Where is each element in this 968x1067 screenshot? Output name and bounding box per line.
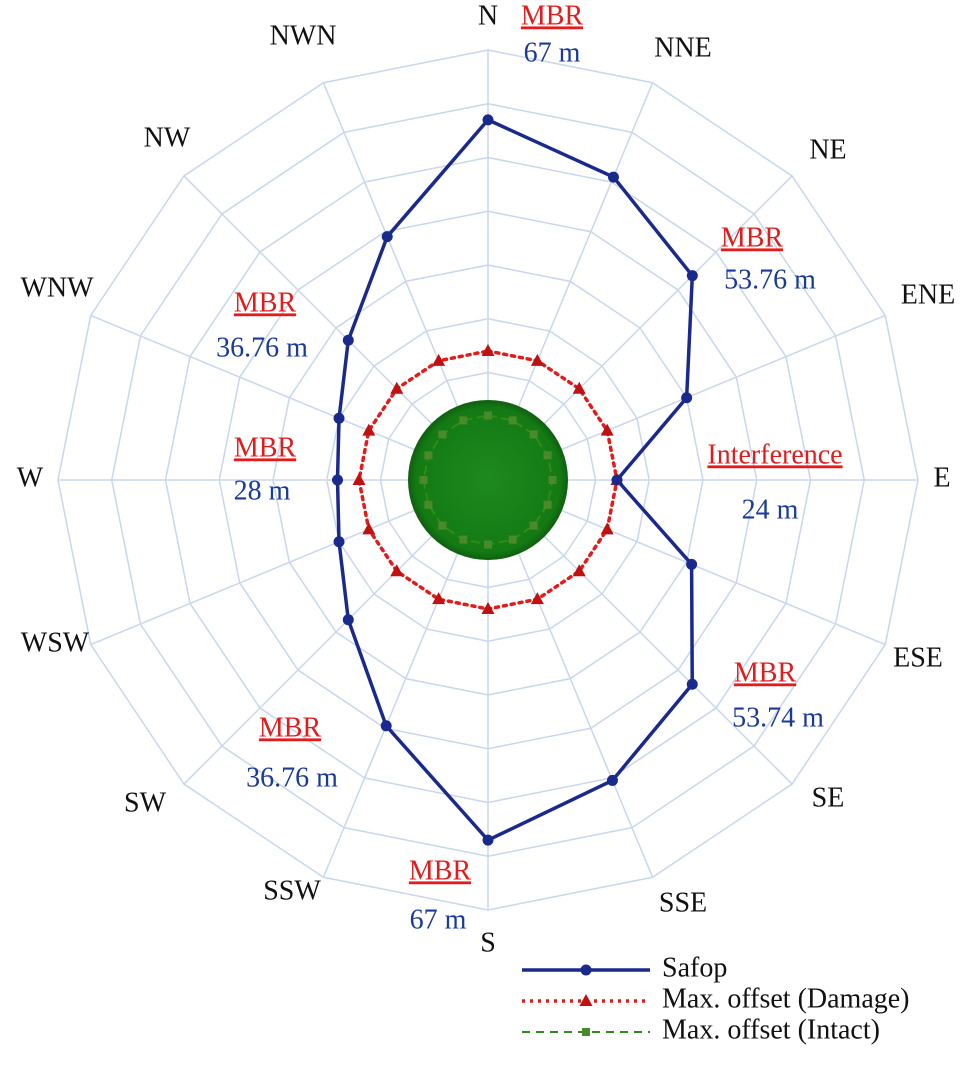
point xyxy=(543,500,552,509)
point xyxy=(362,522,376,535)
legend-marker xyxy=(582,1028,590,1036)
point xyxy=(424,451,433,460)
annotation-label: MBR xyxy=(234,432,297,463)
point xyxy=(600,522,614,535)
direction-label: W xyxy=(17,462,44,493)
annotation-value: 36.76 m xyxy=(216,332,308,363)
annotation-label: MBR xyxy=(521,0,584,31)
point xyxy=(686,678,698,690)
point xyxy=(381,231,393,243)
direction-label: E xyxy=(933,462,950,493)
point xyxy=(681,392,693,404)
legend-label: Max. offset (Damage) xyxy=(662,983,910,1014)
point xyxy=(482,834,494,846)
direction-label: SSE xyxy=(659,887,707,918)
point xyxy=(572,564,586,577)
point xyxy=(484,411,492,420)
point xyxy=(333,536,345,548)
direction-label: WSW xyxy=(21,627,90,658)
point xyxy=(606,774,618,786)
point xyxy=(459,416,468,425)
point xyxy=(342,614,354,626)
legend-label: Safop xyxy=(662,952,727,983)
direction-label: WNW xyxy=(20,272,94,303)
direction-label: S xyxy=(480,927,496,958)
annotation-value: 53.76 m xyxy=(724,264,816,295)
series xyxy=(332,114,698,846)
point xyxy=(481,602,495,614)
point xyxy=(481,344,495,356)
point xyxy=(529,521,538,530)
annotation-value: 67 m xyxy=(410,904,467,935)
point xyxy=(432,353,446,366)
point xyxy=(607,171,619,183)
point xyxy=(548,476,557,484)
legend-label: Max. offset (Intact) xyxy=(662,1014,880,1045)
point xyxy=(438,430,447,439)
direction-label: SW xyxy=(124,787,167,818)
point xyxy=(572,381,586,394)
direction-label: ESE xyxy=(893,642,943,673)
series xyxy=(419,411,557,549)
direction-label: ENE xyxy=(901,279,955,310)
direction-label: SSW xyxy=(263,875,321,906)
point xyxy=(543,451,552,460)
point xyxy=(611,474,623,486)
point xyxy=(508,416,517,425)
annotation-value: 24 m xyxy=(742,494,799,525)
legend-marker xyxy=(580,964,592,976)
annotation-label: MBR xyxy=(734,657,797,688)
point xyxy=(438,521,447,530)
point xyxy=(530,353,544,366)
direction-label: NE xyxy=(809,134,846,165)
point xyxy=(342,334,354,346)
point xyxy=(482,114,494,126)
annotation-label: MBR xyxy=(234,287,297,318)
direction-label: SE xyxy=(812,782,845,813)
point xyxy=(333,412,345,424)
point xyxy=(530,592,544,605)
point xyxy=(362,423,376,436)
annotation-label: MBR xyxy=(409,855,472,886)
point xyxy=(686,558,698,570)
point xyxy=(380,720,392,732)
legend-marker xyxy=(579,994,593,1006)
direction-label: N xyxy=(478,0,498,31)
point xyxy=(419,476,428,484)
point xyxy=(352,473,366,485)
point xyxy=(686,270,698,282)
series xyxy=(352,344,624,614)
point xyxy=(432,592,446,605)
point xyxy=(390,381,404,394)
point xyxy=(459,535,468,544)
point xyxy=(332,474,343,486)
vessel-disk xyxy=(408,400,568,560)
point xyxy=(484,540,492,549)
direction-label: NW xyxy=(144,122,191,153)
point xyxy=(390,564,404,577)
point xyxy=(424,500,433,509)
annotation-value: 36.76 m xyxy=(246,762,338,793)
point xyxy=(508,535,517,544)
annotation-label: Interference xyxy=(707,439,842,470)
point xyxy=(529,430,538,439)
point xyxy=(600,423,614,436)
annotation-value: 28 m xyxy=(234,475,291,506)
annotation-value: 53.74 m xyxy=(732,702,824,733)
annotation-label: MBR xyxy=(721,222,784,253)
annotation-value: 67 m xyxy=(524,37,581,68)
plot xyxy=(332,114,698,846)
direction-label: NNE xyxy=(654,32,712,63)
direction-label: NWN xyxy=(270,20,337,51)
annotation-label: MBR xyxy=(259,712,322,743)
